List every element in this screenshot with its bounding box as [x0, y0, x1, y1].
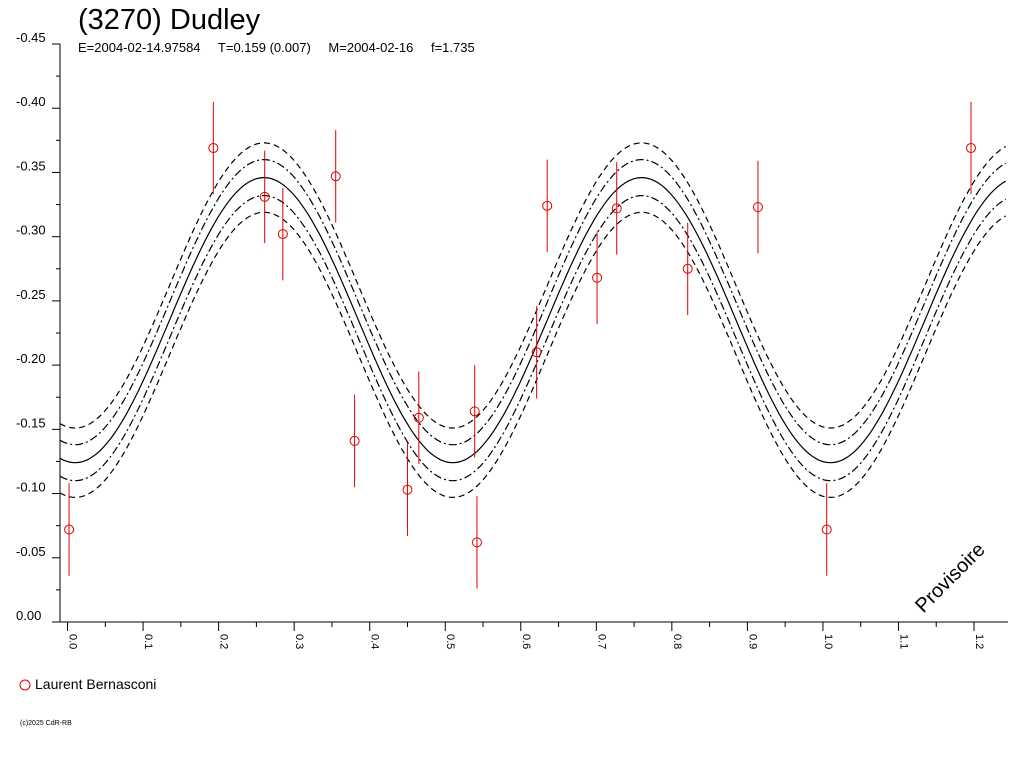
x-tick-label: 0.4 [369, 634, 381, 649]
x-tick-label: 0.6 [520, 634, 532, 649]
solution-parameters: E=2004-02-14.97584 T=0.159 (0.007) M=200… [78, 40, 489, 56]
data-point [682, 263, 693, 274]
x-tick-label: 0.7 [595, 634, 607, 649]
data-point [611, 203, 622, 214]
y-tick-label: -0.35 [16, 158, 46, 173]
legend: Laurent Bernasconi [18, 676, 156, 692]
data-points [64, 101, 976, 589]
model-curve-dashed [59, 142, 1007, 429]
copyright-note: (c)2025 CdR-RB [20, 720, 72, 727]
x-tick-label: 0.0 [67, 634, 79, 649]
x-tick-label: 1.0 [822, 634, 834, 649]
model-curves [59, 142, 1007, 499]
y-tick-label: 0.00 [16, 608, 41, 623]
epoch-label: E=2004-02-14.97584 [78, 40, 201, 55]
data-point [542, 200, 553, 211]
y-tick-label: -0.25 [16, 287, 46, 302]
x-tick-label: 0.2 [218, 634, 230, 649]
data-point [330, 171, 341, 182]
legend-marker-icon [19, 679, 31, 691]
mid-date-label: M=2004-02-16 [328, 40, 414, 55]
data-point [402, 484, 413, 495]
model-curve-dashdot [59, 195, 1007, 482]
y-tick-label: -0.15 [16, 415, 46, 430]
data-point [965, 143, 976, 154]
y-tick-label: -0.45 [16, 30, 46, 45]
data-point [413, 412, 424, 423]
chart-title: (3270) Dudley [78, 4, 261, 36]
y-tick-label: -0.40 [16, 94, 46, 109]
data-point [752, 202, 763, 213]
model-curve-dashdot [59, 159, 1007, 446]
x-axis-ticks: 0.0 0.1 0.2 0.3 0.4 0.5 0.6 0.7 0.8 0.9 1.0 1.1 1.2 [67, 622, 985, 649]
y-axis-ticks: -0.45 -0.40 -0.35 -0.30 -0.25 -0.20 -0.15 -0.10… [16, 30, 60, 623]
data-point [531, 347, 542, 358]
data-point [208, 143, 219, 154]
y-tick-label: -0.10 [16, 480, 46, 495]
model-curve-dashed [59, 211, 1007, 499]
x-tick-label: 0.1 [142, 634, 154, 649]
data-point [64, 524, 75, 535]
model-curve-solid [59, 177, 1007, 464]
data-point [259, 191, 270, 202]
f-label: f=1.735 [430, 40, 475, 55]
y-tick-label: -0.20 [16, 351, 46, 366]
y-tick-label: -0.05 [16, 544, 46, 559]
x-tick-label: 0.9 [746, 634, 758, 649]
legend-observer-label: Laurent Bernasconi [35, 676, 157, 692]
x-tick-label: 1.1 [897, 634, 909, 649]
data-point [592, 272, 603, 283]
x-tick-label: 0.3 [293, 634, 305, 649]
data-point [469, 406, 480, 417]
x-tick-label: 1.2 [973, 634, 985, 649]
x-tick-label: 0.8 [671, 634, 683, 649]
data-point [821, 524, 832, 535]
data-point [471, 537, 482, 548]
data-point [277, 229, 288, 240]
y-tick-label: -0.30 [16, 223, 46, 238]
period-label: T=0.159 (0.007) [217, 40, 311, 55]
data-point [349, 435, 360, 446]
x-tick-label: 0.5 [444, 634, 456, 649]
